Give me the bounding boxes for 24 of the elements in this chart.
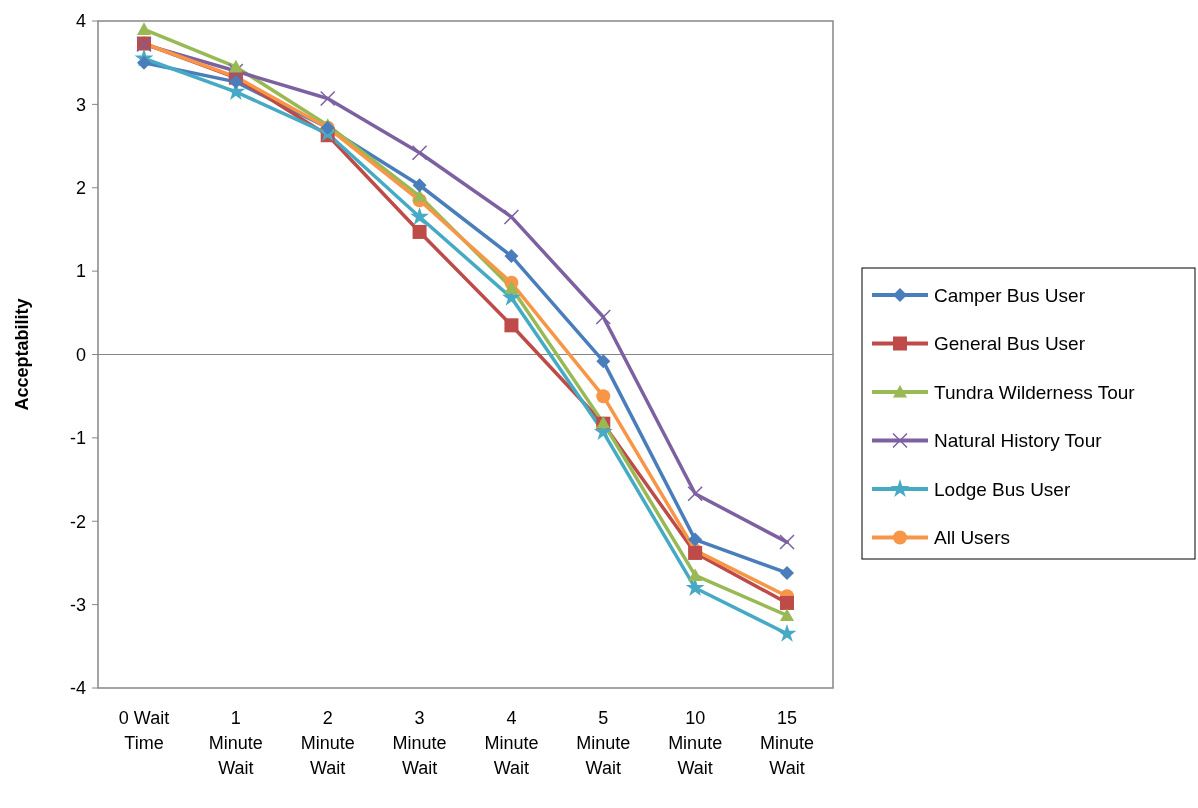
x-tick-label: 0 Wait Time bbox=[118, 708, 170, 753]
y-tick-label: -4 bbox=[69, 678, 86, 699]
legend-label: Tundra Wilderness Tour bbox=[934, 381, 1136, 403]
x-tick-label: 2 Minute Wait bbox=[300, 708, 355, 778]
y-tick-label: -2 bbox=[69, 511, 86, 532]
x-tick-label: 15 Minute Wait bbox=[759, 708, 815, 778]
x-tick-label: 4 Minute Wait bbox=[484, 708, 539, 778]
y-tick-label: 2 bbox=[75, 178, 86, 199]
y-tick-label: 0 bbox=[75, 344, 86, 365]
legend-label: Camper Bus User bbox=[934, 284, 1086, 306]
x-tick-label: 5 Minute Wait bbox=[576, 708, 631, 778]
x-tick-label: 10 Minute Wait bbox=[668, 708, 723, 778]
y-tick-label: -3 bbox=[69, 594, 86, 615]
legend-label: Lodge Bus User bbox=[934, 478, 1071, 500]
y-axis-title: Acceptability bbox=[12, 298, 32, 411]
y-tick-label: 4 bbox=[75, 11, 86, 32]
legend-label: Natural History Tour bbox=[934, 430, 1103, 452]
legend-label: All Users bbox=[934, 527, 1011, 549]
x-tick-label: 1 Minute Wait bbox=[208, 708, 263, 778]
y-tick-label: 3 bbox=[75, 94, 86, 115]
x-tick-label: 3 Minute Wait bbox=[392, 708, 447, 778]
legend-label: General Bus User bbox=[934, 333, 1086, 355]
y-tick-label: -1 bbox=[69, 428, 86, 449]
y-tick-label: 1 bbox=[75, 261, 86, 282]
